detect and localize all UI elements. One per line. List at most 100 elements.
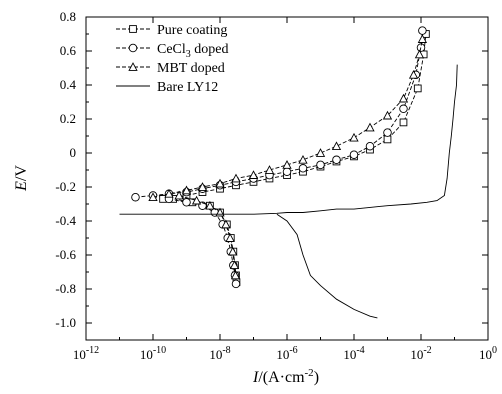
x-axis-unit-exponent: -2	[305, 367, 314, 379]
data-point-anodic	[248, 170, 259, 179]
series-line-bare	[119, 64, 458, 215]
legend-label: Bare LY12	[157, 80, 218, 95]
y-axis-unit: /V	[13, 165, 30, 181]
data-point-anodic	[215, 178, 225, 188]
x-tick-exponent: -8	[222, 345, 230, 356]
legend-label: Pure coating	[157, 23, 227, 38]
x-tick-exponent: 0	[492, 345, 497, 356]
x-axis-label: I/(A·cm-2)	[252, 367, 319, 386]
x-tick-exponent: -6	[289, 345, 297, 356]
x-tick-label: 100	[479, 345, 497, 362]
x-tick-base: 10	[479, 347, 492, 362]
data-point-anodic	[316, 160, 325, 170]
data-point-anodic	[399, 104, 408, 114]
data-point-cathodic	[231, 279, 241, 289]
x-axis-unit-close: )	[314, 369, 319, 386]
x-tick-base: 10	[209, 347, 222, 362]
data-point-cathodic	[221, 219, 231, 229]
x-tick-label: 10-4	[343, 345, 364, 362]
x-tick-exponent: -12	[86, 345, 99, 356]
y-tick-label: -0.8	[55, 281, 76, 296]
x-tick-label: 10-12	[73, 345, 99, 362]
data-point-anodic	[413, 84, 422, 93]
data-point-cathodic	[228, 246, 238, 256]
data-point-anodic	[282, 167, 292, 176]
x-tick-label: 10-2	[410, 345, 431, 362]
data-point-anodic	[365, 141, 375, 151]
data-point-cathodic	[191, 195, 202, 205]
legend-marker	[129, 25, 137, 33]
series-3	[119, 64, 458, 319]
legend-label-subscript: 3	[186, 49, 191, 60]
x-tick-exponent: -10	[153, 345, 166, 356]
data-point-anodic	[181, 185, 192, 195]
y-tick-label: 0.4	[60, 77, 77, 92]
data-point-anodic	[264, 165, 275, 174]
data-point-anodic	[231, 173, 241, 183]
x-tick-base: 10	[140, 347, 153, 362]
data-point-anodic	[418, 26, 427, 35]
data-point-anodic	[197, 182, 208, 191]
y-tick-label: 0.8	[60, 9, 76, 24]
data-point-anodic	[417, 34, 428, 43]
data-point-anodic	[298, 154, 308, 164]
legend-label-main: Bare LY12	[157, 80, 218, 95]
y-tick-label: -0.2	[55, 179, 76, 194]
series-line-bare-cathodic	[276, 213, 378, 319]
y-tick-label: 0.2	[60, 111, 76, 126]
data-point-anodic	[383, 128, 392, 137]
legend-label-main: MBT doped	[157, 61, 225, 76]
x-axis-var: I	[252, 369, 259, 386]
data-point-anodic	[414, 49, 425, 59]
y-tick-label: 0.6	[60, 43, 77, 58]
data-point-anodic	[131, 192, 140, 202]
x-tick-label: 10-10	[140, 345, 166, 362]
data-point-anodic	[408, 69, 419, 79]
y-tick-label: -1.0	[55, 315, 76, 330]
data-point-anodic	[332, 155, 341, 165]
axis-labels: I/(A·cm-2) E/V	[13, 165, 319, 386]
data-point-anodic	[399, 118, 408, 127]
data-point-anodic	[383, 135, 392, 144]
data-point-cathodic	[182, 198, 191, 207]
x-tick-label: 10-6	[276, 345, 297, 362]
axes: 10-12 10-10 10-8 10-6 10-4 10-2 1000.80.60.40.…	[55, 9, 497, 362]
legend-label-main: CeCl	[157, 42, 186, 57]
data-point-cathodic	[205, 200, 215, 210]
data-point-anodic	[164, 188, 174, 198]
series-2	[148, 34, 428, 280]
y-axis-var: E	[13, 181, 30, 192]
x-tick-base: 10	[276, 347, 289, 362]
x-tick-exponent: -4	[356, 345, 364, 356]
x-tick-base: 10	[343, 347, 356, 362]
legend-marker	[128, 43, 138, 53]
data-point-anodic	[349, 132, 359, 142]
data-point-anodic	[148, 192, 158, 202]
y-tick-label: 0	[70, 145, 77, 160]
legend-label-main: Pure coating	[157, 23, 227, 38]
x-tick-base: 10	[410, 347, 423, 362]
x-axis-unit: /(A·cm	[258, 369, 305, 386]
y-tick-label: -0.4	[55, 213, 76, 228]
data-point-cathodic	[225, 233, 235, 242]
data-point-anodic	[331, 141, 342, 151]
data-point-anodic	[398, 93, 409, 103]
series-line-cathodic	[173, 198, 237, 283]
data-point-anodic	[315, 148, 326, 157]
x-tick-label: 10-8	[209, 345, 230, 362]
data-point-cathodic	[230, 270, 241, 280]
legend-label: CeCl3 doped	[157, 42, 229, 60]
data-point-anodic	[298, 164, 308, 173]
data-point-cathodic	[229, 260, 240, 270]
y-tick-label: -0.6	[55, 247, 76, 262]
legend-label-tail: doped	[191, 42, 229, 57]
x-tick-exponent: -2	[423, 345, 431, 356]
data-point-anodic	[382, 110, 393, 120]
x-tick-base: 10	[73, 347, 86, 362]
legend-label: MBT doped	[157, 61, 225, 76]
data-point-cathodic	[174, 190, 184, 200]
y-axis-label: E/V	[13, 165, 30, 192]
data-point-anodic	[282, 160, 292, 169]
data-point-anodic	[365, 122, 375, 132]
